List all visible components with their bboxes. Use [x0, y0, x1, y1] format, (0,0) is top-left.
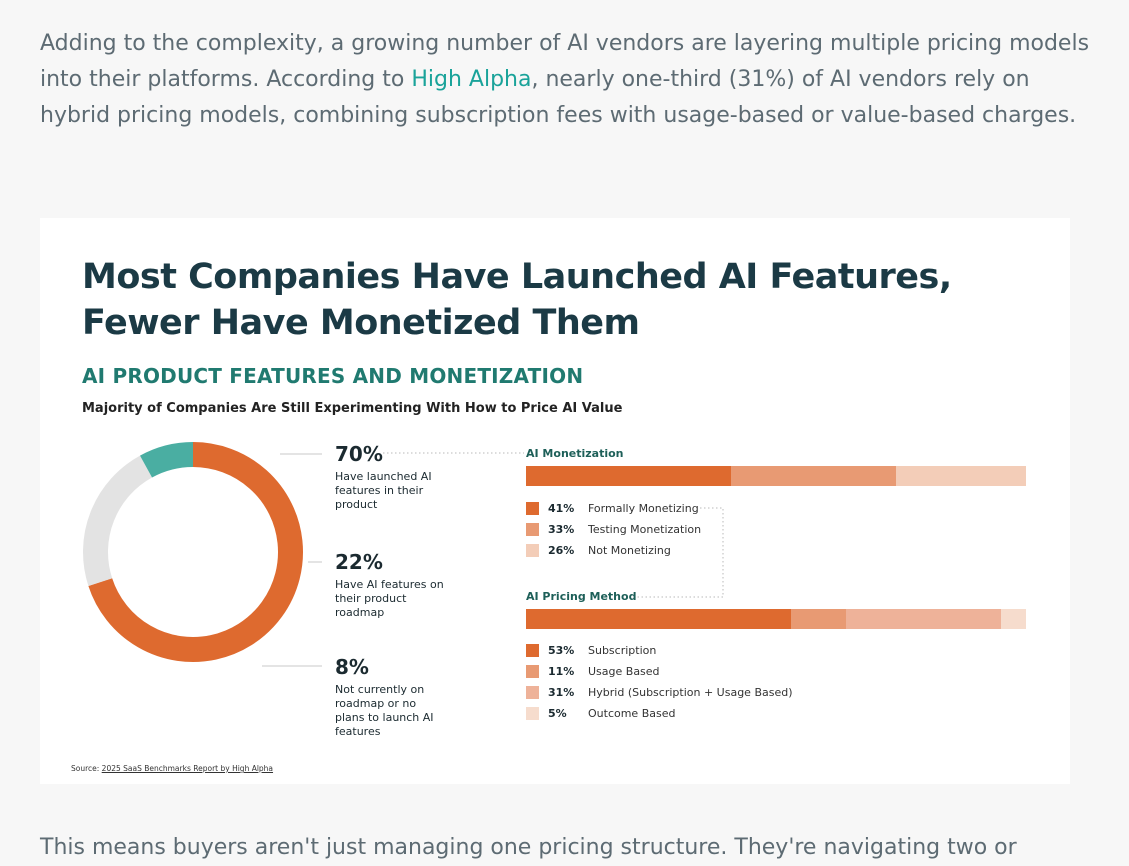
legend-value: 31% [548, 686, 575, 699]
legend-item: 11% Usage Based [526, 661, 793, 682]
legend-item: 26% Not Monetizing [526, 540, 701, 561]
monetization-legend: 41% Formally Monetizing 33% Testing Moneti… [526, 498, 701, 561]
chart-title: Most Companies Have Launched AI Features… [82, 257, 952, 343]
intro-text-after: , nearly one-third (31%) of AI vendors r… [40, 67, 1077, 128]
source-link[interactable]: 2025 SaaS Benchmarks Report by High Alph… [101, 764, 274, 773]
legend-swatch [526, 502, 539, 515]
infographic-card: Most Companies Have Launched AI Features… [40, 218, 1070, 784]
pricing-bar-segment-2 [846, 609, 1001, 629]
legend-value: 53% [548, 644, 575, 657]
legend-item: 41% Formally Monetizing [526, 498, 701, 519]
chart-subtitle: AI PRODUCT FEATURES AND MONETIZATION [82, 364, 584, 388]
legend-item: 33% Testing Monetization [526, 519, 701, 540]
pricing-bar-segment-0 [526, 609, 791, 629]
donut-slice-1 [83, 455, 153, 586]
legend-item: 31% Hybrid (Subscription + Usage Based) [526, 682, 793, 703]
legend-label: Outcome Based [588, 707, 676, 720]
intro-text-before: Adding to the complexity, a growing numb… [40, 31, 1090, 92]
legend-swatch [526, 707, 539, 720]
legend-label: Formally Monetizing [588, 502, 699, 515]
legend-label: Not Monetizing [588, 544, 671, 557]
monetization-bar-segment-1 [731, 466, 896, 486]
donut-slice-2 [140, 442, 194, 478]
pricing-bar-segment-3 [1001, 609, 1026, 629]
stat-launched-label: Have launched AI features in their produ… [335, 470, 432, 511]
legend-item: 53% Subscription [526, 640, 793, 661]
intro-paragraph: Adding to the complexity, a growing numb… [40, 26, 1090, 134]
legend-swatch [526, 665, 539, 678]
stat-no-plans-label: Not currently on roadmap or no plans to … [335, 683, 434, 738]
chart-description: Majority of Companies Are Still Experime… [82, 401, 623, 416]
monetization-bar-segment-0 [526, 466, 731, 486]
pricing-legend: 53% Subscription 11% Usage Based 31% Hybrid… [526, 640, 793, 724]
chart-source: Source: 2025 SaaS Benchmarks Report by H… [71, 764, 273, 773]
legend-value: 26% [548, 544, 575, 557]
ai-pricing-method-label: AI Pricing Method [526, 590, 637, 603]
legend-label: Usage Based [588, 665, 660, 678]
legend-label: Testing Monetization [588, 523, 702, 536]
stat-roadmap: 22% Have AI features on their product ro… [335, 550, 445, 620]
outro-paragraph: This means buyers aren't just managing o… [40, 835, 1017, 860]
legend-label: Subscription [588, 644, 657, 657]
stat-no-plans-value: 8% [335, 655, 369, 679]
legend-label: Hybrid (Subscription + Usage Based) [588, 686, 793, 699]
legend-swatch [526, 644, 539, 657]
stat-launched: 70% Have launched AI features in their p… [335, 442, 445, 512]
pricing-bar-segment-1 [791, 609, 846, 629]
stat-roadmap-value: 22% [335, 550, 383, 574]
chart-canvas [83, 442, 1026, 667]
legend-value: 5% [548, 707, 567, 720]
legend-item: 5% Outcome Based [526, 703, 793, 724]
legend-swatch [526, 686, 539, 699]
legend-swatch [526, 544, 539, 557]
stat-roadmap-label: Have AI features on their product roadma… [335, 578, 444, 619]
legend-value: 33% [548, 523, 575, 536]
stat-no-plans: 8% Not currently on roadmap or no plans … [335, 655, 445, 739]
ai-monetization-label: AI Monetization [526, 447, 624, 460]
legend-value: 11% [548, 665, 575, 678]
donut-slice-0 [88, 442, 303, 662]
legend-swatch [526, 523, 539, 536]
source-prefix: Source: [71, 764, 102, 773]
stat-launched-value: 70% [335, 442, 383, 466]
monetization-bar-segment-2 [896, 466, 1026, 486]
legend-value: 41% [548, 502, 575, 515]
high-alpha-link[interactable]: High Alpha [411, 67, 532, 92]
